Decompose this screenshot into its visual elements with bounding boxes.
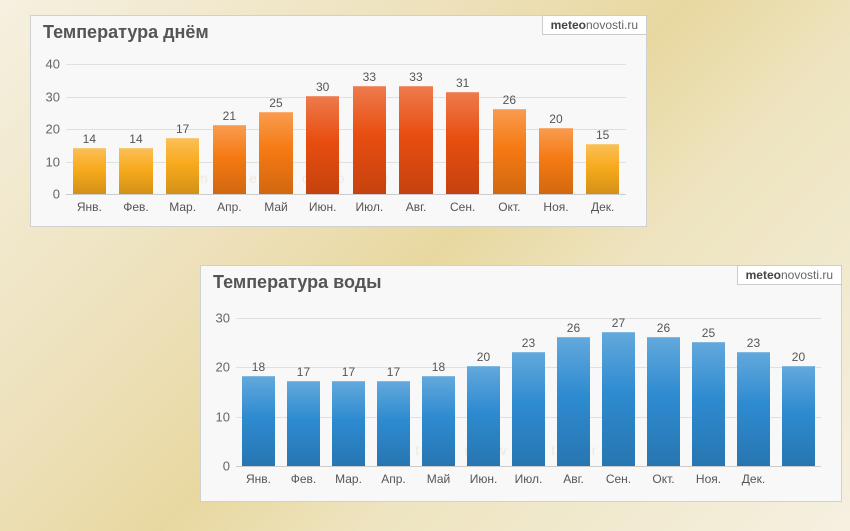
bar: 23	[512, 352, 544, 466]
bar: 17	[287, 381, 319, 466]
bar-value-label: 20	[549, 112, 562, 126]
bar: 33	[399, 86, 433, 194]
x-tick-label: Сен.	[606, 472, 631, 486]
chart-title: Температура днём	[43, 22, 209, 43]
bar: 25	[692, 342, 724, 466]
x-tick-label: Ноя.	[696, 472, 721, 486]
y-tick-label: 0	[53, 187, 60, 202]
bar-value-label: 27	[612, 316, 625, 330]
bar-value-label: 18	[432, 360, 445, 374]
bar: 17	[332, 381, 364, 466]
y-tick-label: 30	[216, 311, 230, 326]
x-tick-label: Окт.	[652, 472, 674, 486]
x-tick-label: Фев.	[291, 472, 317, 486]
bar-value-label: 25	[269, 96, 282, 110]
bar: 26	[493, 109, 527, 195]
bar-value-label: 17	[342, 365, 355, 379]
bar-value-label: 14	[129, 132, 142, 146]
bar: 17	[377, 381, 409, 466]
gridline	[66, 97, 626, 98]
bar: 25	[259, 112, 293, 194]
plot-area: m e t e o n o v o s t i . r u 010203018Я…	[236, 318, 821, 466]
bar-value-label: 25	[702, 326, 715, 340]
gridline	[66, 64, 626, 65]
watermark: meteonovosti.ru	[542, 15, 647, 35]
bar: 26	[557, 337, 589, 466]
x-tick-label: Июн.	[309, 200, 337, 214]
bar-value-label: 31	[456, 76, 469, 90]
x-tick-label: Авг.	[406, 200, 427, 214]
bar-value-label: 33	[363, 70, 376, 84]
x-tick-label: Июл.	[355, 200, 383, 214]
x-tick-label: Сен.	[450, 200, 475, 214]
x-tick-label: Май	[264, 200, 288, 214]
y-tick-label: 30	[46, 89, 60, 104]
x-tick-label: Май	[427, 472, 451, 486]
bar: 20	[467, 366, 499, 466]
bar: 21	[213, 125, 247, 194]
bar: 31	[446, 92, 480, 194]
bar: 15	[586, 144, 620, 194]
x-tick-label: Авг.	[563, 472, 584, 486]
bar-value-label: 14	[83, 132, 96, 146]
bar-value-label: 30	[316, 80, 329, 94]
bar-value-label: 23	[522, 336, 535, 350]
bar: 26	[647, 337, 679, 466]
x-tick-label: Фев.	[123, 200, 149, 214]
x-tick-label: Ноя.	[543, 200, 568, 214]
bar: 30	[306, 96, 340, 195]
bar: 27	[602, 332, 634, 466]
bar-value-label: 26	[567, 321, 580, 335]
x-tick-label: Окт.	[498, 200, 520, 214]
x-axis	[236, 466, 821, 467]
bar-value-label: 18	[252, 360, 265, 374]
x-axis	[66, 194, 626, 195]
x-tick-label: Дек.	[742, 472, 765, 486]
y-tick-label: 40	[46, 57, 60, 72]
bar-value-label: 17	[297, 365, 310, 379]
y-tick-label: 10	[46, 154, 60, 169]
x-tick-label: Янв.	[246, 472, 271, 486]
x-tick-label: Мар.	[335, 472, 362, 486]
plot-area: m e t e o n o v o s t i . r u 0102030401…	[66, 64, 626, 194]
bar-value-label: 26	[657, 321, 670, 335]
x-tick-label: Янв.	[77, 200, 102, 214]
water-temperature-chart: Температура воды meteonovosti.ru m e t e…	[200, 265, 842, 502]
gridline	[236, 318, 821, 319]
x-tick-label: Апр.	[217, 200, 242, 214]
y-tick-label: 20	[216, 360, 230, 375]
y-tick-label: 20	[46, 122, 60, 137]
bar-value-label: 17	[387, 365, 400, 379]
bar-value-label: 17	[176, 122, 189, 136]
x-tick-label: Июн.	[470, 472, 498, 486]
bar: 20	[539, 128, 573, 194]
bar: 33	[353, 86, 387, 194]
bar-value-label: 20	[792, 350, 805, 364]
bar: 18	[422, 376, 454, 466]
bar: 18	[242, 376, 274, 466]
bar: 17	[166, 138, 200, 194]
watermark: meteonovosti.ru	[737, 265, 842, 285]
x-tick-label: Июл.	[515, 472, 543, 486]
x-tick-label: Апр.	[381, 472, 406, 486]
y-tick-label: 10	[216, 409, 230, 424]
bar-value-label: 26	[503, 93, 516, 107]
bar-value-label: 15	[596, 128, 609, 142]
bar: 14	[119, 148, 153, 195]
bar-value-label: 33	[409, 70, 422, 84]
bar-value-label: 20	[477, 350, 490, 364]
bar-value-label: 23	[747, 336, 760, 350]
bar: 20	[782, 366, 814, 466]
bar-value-label: 21	[223, 109, 236, 123]
day-temperature-chart: Температура днём meteonovosti.ru m e t e…	[30, 15, 647, 227]
chart-title: Температура воды	[213, 272, 382, 293]
bar: 14	[73, 148, 107, 195]
x-tick-label: Мар.	[169, 200, 196, 214]
y-tick-label: 0	[223, 459, 230, 474]
bar: 23	[737, 352, 769, 466]
x-tick-label: Дек.	[591, 200, 614, 214]
